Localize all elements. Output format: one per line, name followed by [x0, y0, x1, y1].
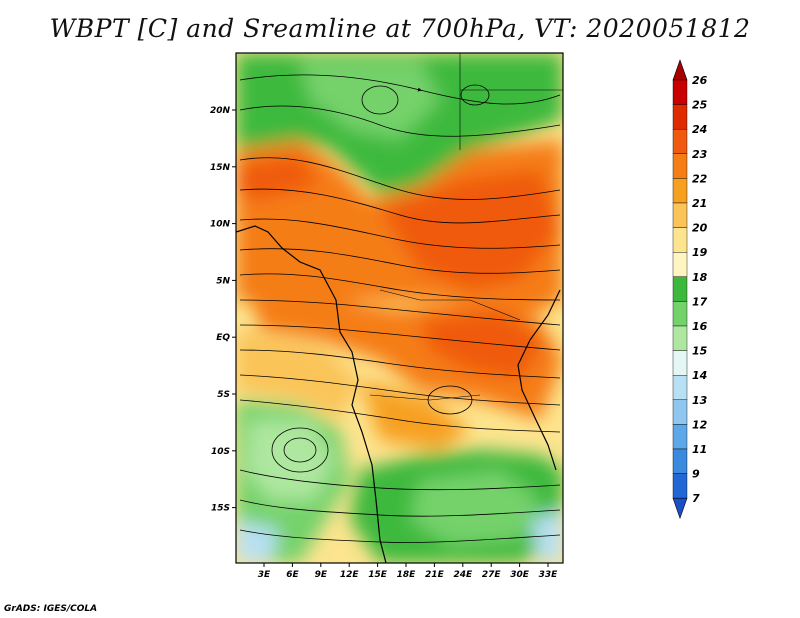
lon-tick-label: 6E	[286, 570, 299, 580]
lat-tick-label: 5S	[217, 390, 230, 400]
colorbar-segment	[672, 251, 688, 277]
lat-tick-label: 5N	[216, 276, 230, 286]
colorbar-segment	[672, 301, 688, 327]
lon-tick-label: 3E	[258, 570, 271, 580]
colorbar-label: 22	[692, 172, 708, 185]
lon-tick-label: 24E	[453, 570, 473, 580]
colorbar-label: 24	[692, 123, 707, 136]
colorbar-segment	[672, 227, 688, 253]
colorbar-label: 15	[692, 345, 708, 358]
colorbar-label: 13	[692, 394, 708, 407]
latitude-ticks: 20N 15N 10N 5N EQ 5S 10S 15S	[210, 106, 236, 514]
colorbar-segment	[672, 325, 688, 351]
colorbar: 26 25 24 23 22 21 20 19 18 17 16 15 14 13 12 11 9 7	[672, 59, 708, 520]
colorbar-segment	[672, 104, 688, 130]
colorbar-segment	[672, 128, 688, 154]
colorbar-segment	[672, 448, 688, 474]
colorbar-label: 18	[692, 271, 708, 284]
colorbar-label: 19	[692, 246, 708, 259]
colorbar-segment	[672, 178, 688, 204]
colorbar-label: 25	[692, 99, 708, 112]
longitude-ticks: 3E 6E 9E 12E 15E 18E 21E 24E 27E 30E 33E	[258, 563, 558, 580]
colorbar-label: 21	[692, 197, 707, 210]
colorbar-label: 23	[692, 148, 708, 161]
lat-tick-label: 20N	[210, 106, 231, 116]
streamlines	[239, 74, 561, 543]
borders	[369, 53, 563, 401]
lat-tick-label: 10N	[210, 220, 231, 230]
map-frame	[235, 52, 564, 564]
lon-tick-label: 18E	[397, 570, 417, 580]
colorbar-label: 17	[692, 295, 708, 308]
colorbar-label: 16	[692, 320, 708, 333]
colorbar-segment	[672, 79, 688, 105]
grads-credit: GrADS: IGES/COLA	[4, 604, 98, 614]
map-title: WBPT [C] and Sreamline at 700hPa, VT: 20…	[49, 14, 751, 43]
colorbar-min-arrow	[672, 497, 688, 520]
lat-tick-label: EQ	[216, 333, 230, 343]
lon-tick-label: 12E	[340, 570, 360, 580]
colorbar-segment	[672, 473, 688, 499]
lon-tick-label: 30E	[510, 570, 530, 580]
lon-tick-label: 33E	[539, 570, 559, 580]
colorbar-label: 20	[692, 222, 708, 235]
colorbar-segment	[672, 375, 688, 401]
colorbar-segment	[672, 399, 688, 425]
colorbar-max-arrow	[672, 59, 688, 81]
temperature-field	[236, 53, 563, 563]
colorbar-segment	[672, 424, 688, 450]
colorbar-label: 7	[692, 492, 700, 505]
colorbar-label: 11	[692, 443, 707, 456]
colorbar-segment	[672, 276, 688, 302]
colorbar-segment	[672, 350, 688, 376]
colorbar-label: 12	[692, 418, 708, 431]
coastlines	[236, 225, 561, 563]
lon-tick-label: 9E	[315, 570, 328, 580]
lat-tick-label: 15S	[211, 504, 230, 514]
colorbar-segment	[672, 153, 688, 179]
lat-tick-label: 10S	[211, 447, 230, 457]
colorbar-segment	[672, 202, 688, 228]
lon-tick-label: 15E	[368, 570, 388, 580]
lon-tick-label: 27E	[482, 570, 502, 580]
colorbar-label: 9	[692, 468, 700, 481]
colorbar-label: 26	[692, 74, 708, 87]
colorbar-label: 14	[692, 369, 707, 382]
lat-tick-label: 15N	[210, 163, 231, 173]
lon-tick-label: 21E	[425, 570, 445, 580]
